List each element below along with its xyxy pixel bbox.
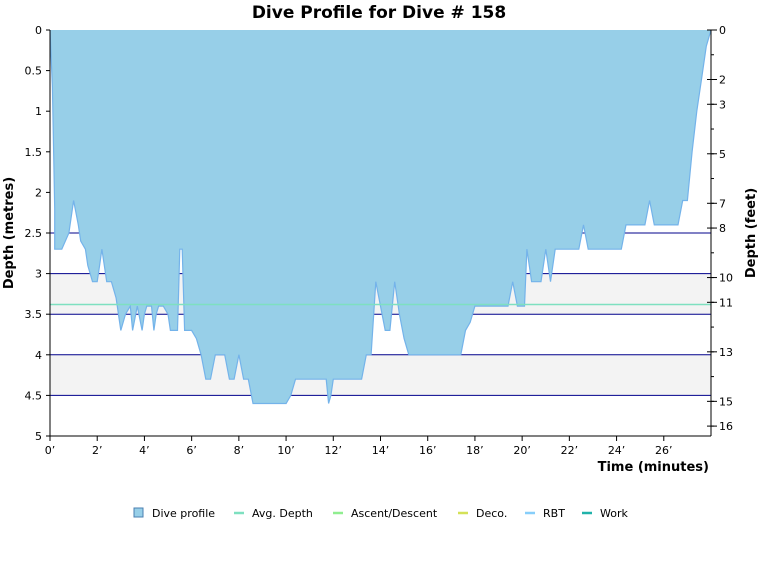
x-tick-label: 12’ [325,444,343,457]
legend-label: Ascent/Descent [351,507,438,520]
x-tick-label: 26’ [655,444,673,457]
legend-label: Dive profile [152,507,215,520]
x-axis-title: Time (minutes) [598,460,709,475]
legend-label: RBT [543,507,565,520]
x-tick-label: 18’ [466,444,484,457]
y-tick-label: 0 [35,24,42,37]
chart-title: Dive Profile for Dive # 158 [252,3,506,23]
legend: Dive profile Avg. Depth Ascent/Descent Deco… [133,507,628,520]
y-tick-label: 4 [35,349,42,362]
y2-tick-label: 5 [719,148,726,161]
plot-band [50,354,711,396]
y-axis-title: Depth (metres) [2,177,17,289]
y2-tick-label: 16 [719,420,733,433]
y-tick-label: 3.5 [25,308,43,321]
x-tick-label: 6’ [186,444,197,457]
legend-label: Avg. Depth [252,507,313,520]
y-tick-label: 2.5 [25,227,43,240]
y-tick-label: 1 [35,105,42,118]
y2-tick-label: 7 [719,197,726,210]
legend-swatch [133,507,144,518]
y2-tick-label: 10 [719,272,733,285]
x-tick-label: 4’ [139,444,150,457]
dive-profile-area [50,30,711,404]
legend-label: Deco. [476,507,507,520]
y-tick-label: 5 [35,430,42,443]
y2-tick-label: 13 [719,346,733,359]
x-axis-ticks: 0’ 2’ 4’ 6’ 8’ 10’ 12’ 14’ 16’ 18’ 20’ 22’ 24’ 26’ [45,436,673,457]
series-layer [49,29,712,405]
x-tick-label: 10’ [277,444,295,457]
y2-axis-ticks: 0 2 3 5 7 8 10 11 13 15 16 [707,24,733,433]
x-tick-label: 22’ [561,444,579,457]
x-tick-label: 16’ [419,444,437,457]
y-tick-label: 2 [35,186,42,199]
x-tick-label: 8’ [234,444,245,457]
y2-axis-title: Depth (feet) [744,188,759,278]
y2-tick-label: 8 [719,222,726,235]
legend-label: Work [600,507,628,520]
y2-tick-label: 0 [719,24,726,37]
y-tick-label: 1.5 [25,146,43,159]
y2-tick-label: 15 [719,395,733,408]
y2-tick-label: 2 [719,74,726,87]
dive-profile-line [49,29,712,405]
x-tick-label: 20’ [513,444,531,457]
x-tick-label: 0’ [45,444,56,457]
y-tick-label: 4.5 [25,389,43,402]
x-tick-label: 2’ [92,444,103,457]
y-tick-label: 0.5 [25,65,43,78]
x-tick-label: 24’ [608,444,626,457]
y2-tick-label: 11 [719,296,733,309]
y2-tick-label: 3 [719,98,726,111]
x-tick-label: 14’ [372,444,390,457]
y-tick-label: 3 [35,268,42,281]
y-axis-ticks: 0 0.5 1 1.5 2 2.5 3 3.5 4 4.5 5 [25,24,50,443]
